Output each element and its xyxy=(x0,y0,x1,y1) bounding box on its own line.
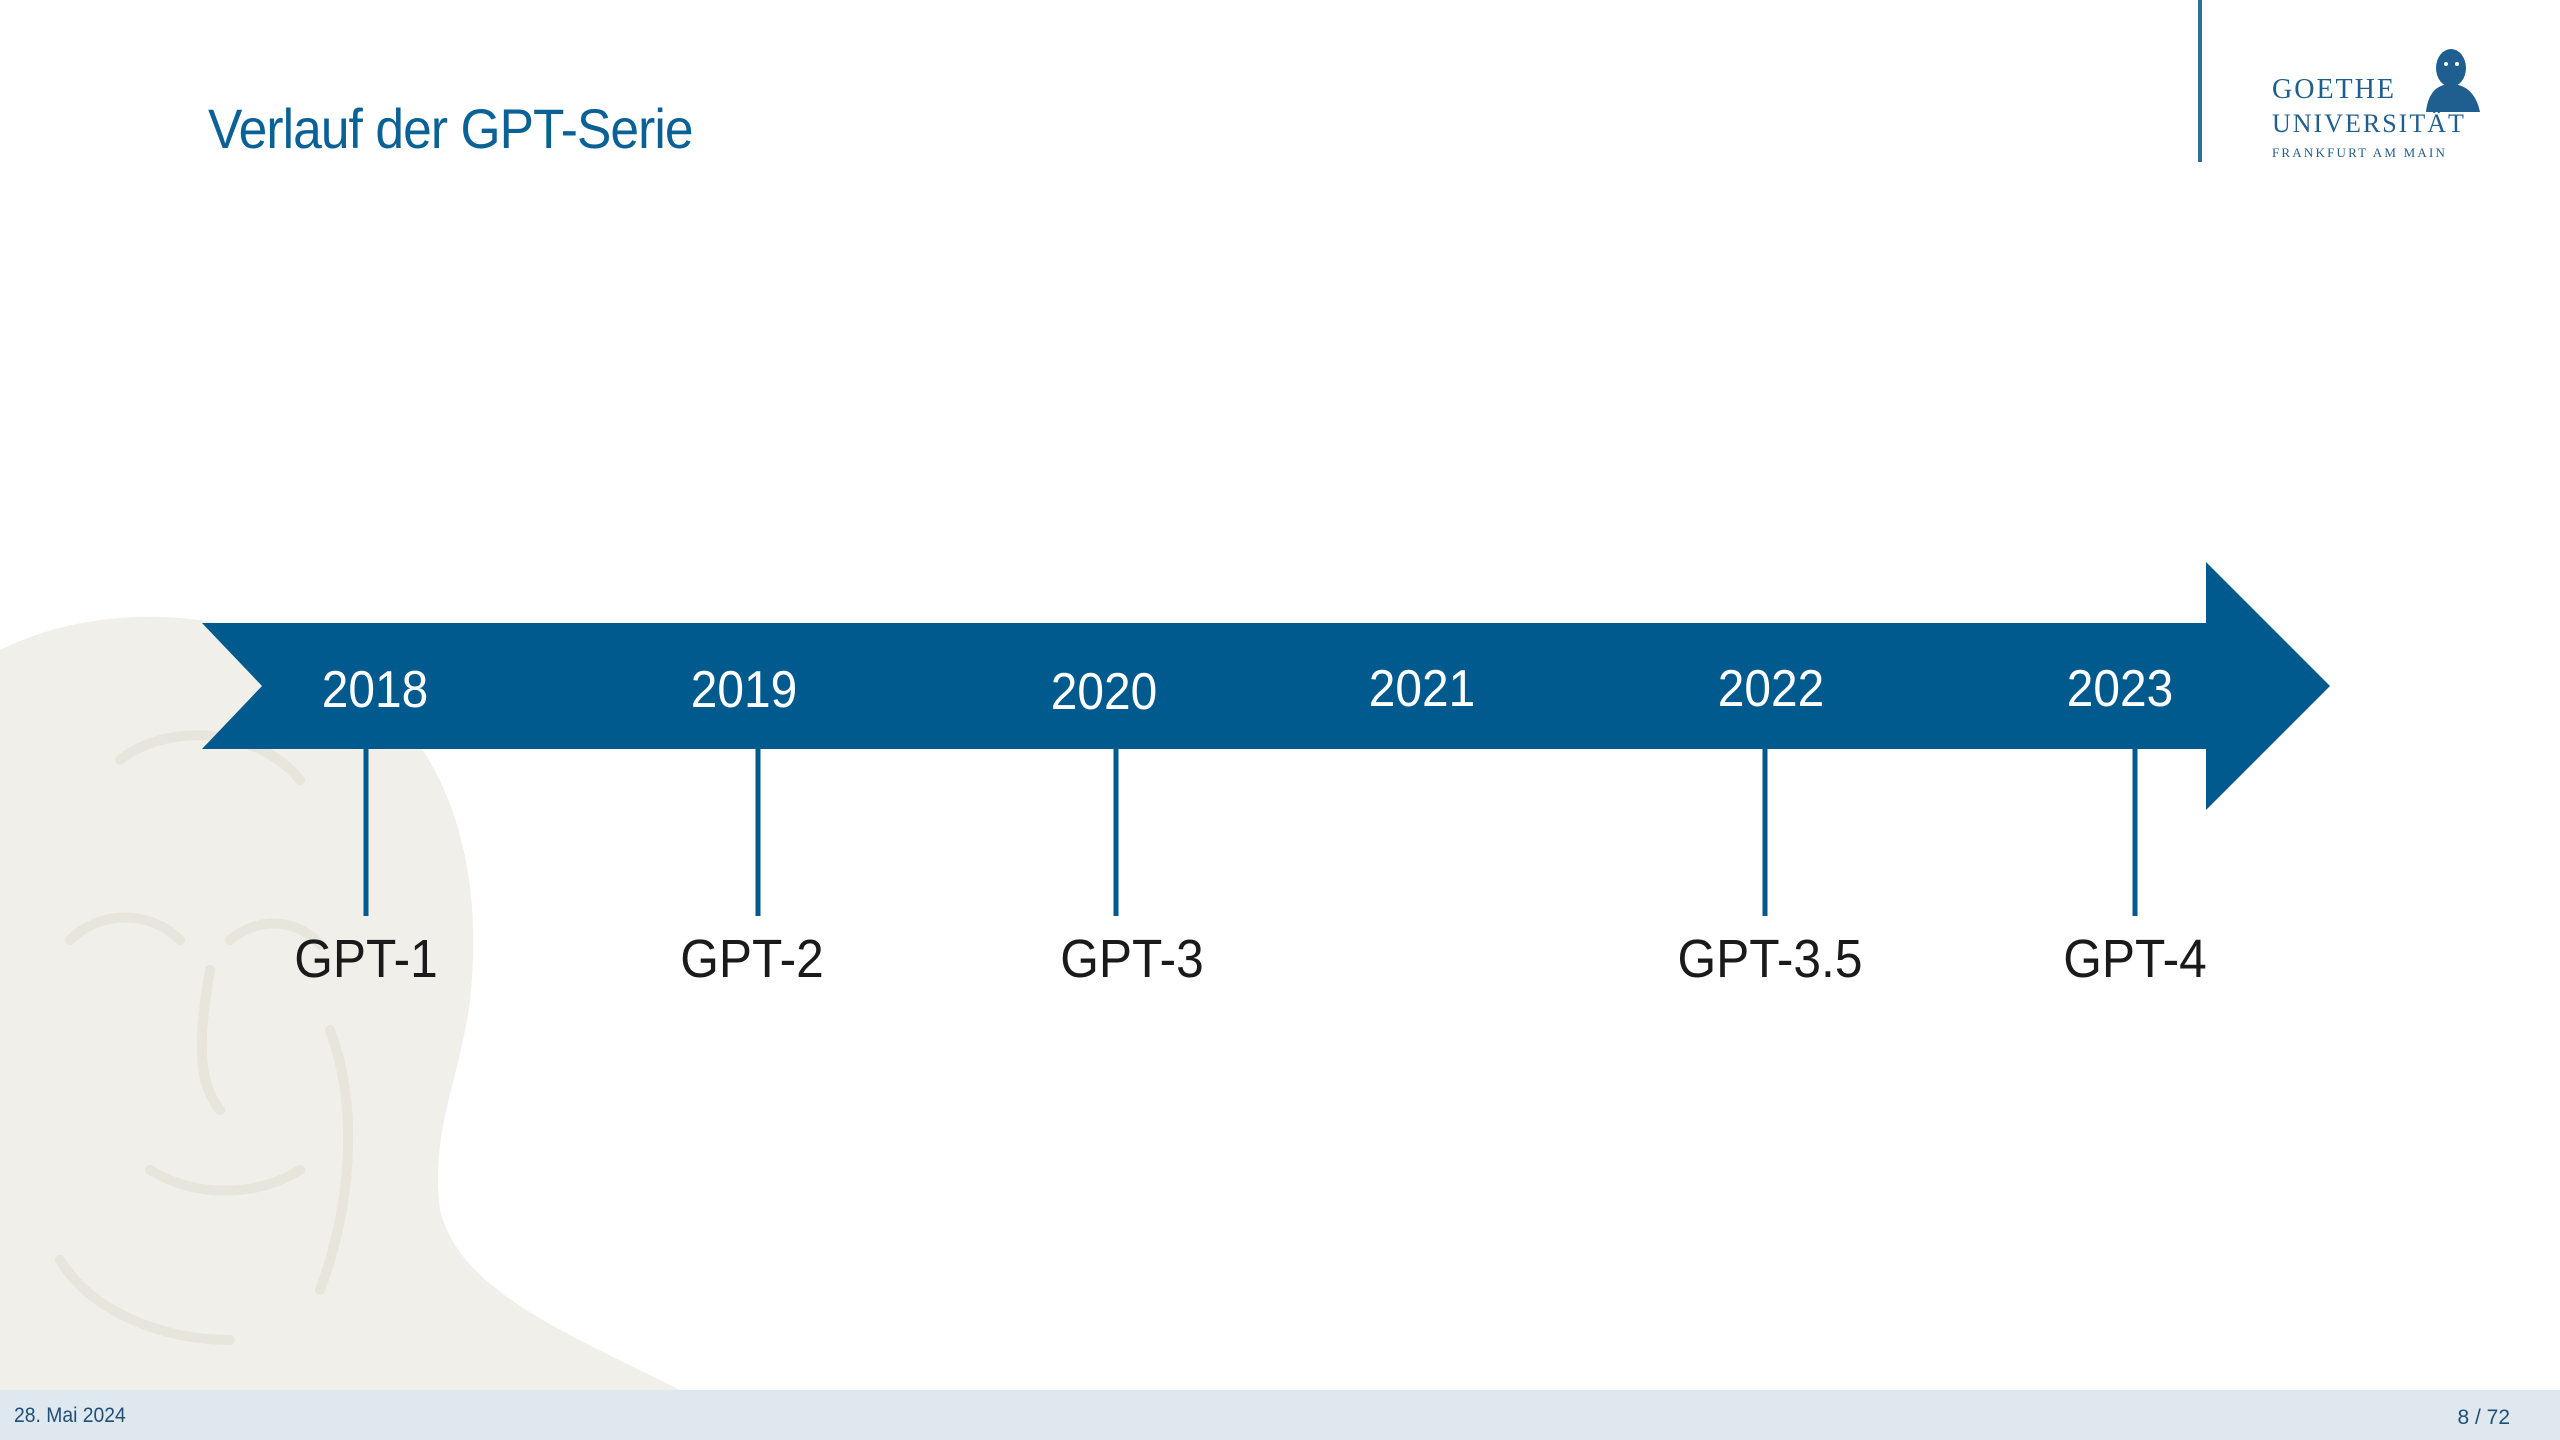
model-label-gpt-1: GPT-1 xyxy=(294,928,438,988)
svg-text:GOETHE: GOETHE xyxy=(2272,74,2396,105)
model-label-gpt-3-5: GPT-3.5 xyxy=(1678,928,1863,988)
page-number: 8 / 72 xyxy=(2457,1406,2510,1429)
timeline-arrow xyxy=(202,562,2330,810)
footer-bar: 28. Mai 2024 8 / 72 xyxy=(0,1390,2560,1440)
footer-date: 28. Mai 2024 xyxy=(14,1404,126,1427)
year-label-2022: 2022 xyxy=(1718,659,1824,717)
year-label-2020: 2020 xyxy=(1051,662,1157,720)
university-logo: GOETHE UNIVERSITÄT FRANKFURT AM MAIN xyxy=(2266,40,2506,170)
model-label-gpt-3: GPT-3 xyxy=(1060,928,1204,988)
year-label-2023: 2023 xyxy=(2067,659,2173,717)
page-title: Verlauf der GPT-Serie xyxy=(208,97,694,160)
model-label-gpt-2: GPT-2 xyxy=(680,928,824,988)
goethe-portrait-watermark xyxy=(0,610,680,1390)
year-label-2021: 2021 xyxy=(1369,659,1475,717)
model-label-gpt-4: GPT-4 xyxy=(2063,928,2207,988)
header-divider xyxy=(2198,0,2202,162)
svg-text:FRANKFURT AM MAIN: FRANKFURT AM MAIN xyxy=(2272,145,2447,160)
year-label-2018: 2018 xyxy=(322,660,428,718)
year-label-2019: 2019 xyxy=(691,660,797,718)
svg-text:UNIVERSITÄT: UNIVERSITÄT xyxy=(2272,109,2466,138)
